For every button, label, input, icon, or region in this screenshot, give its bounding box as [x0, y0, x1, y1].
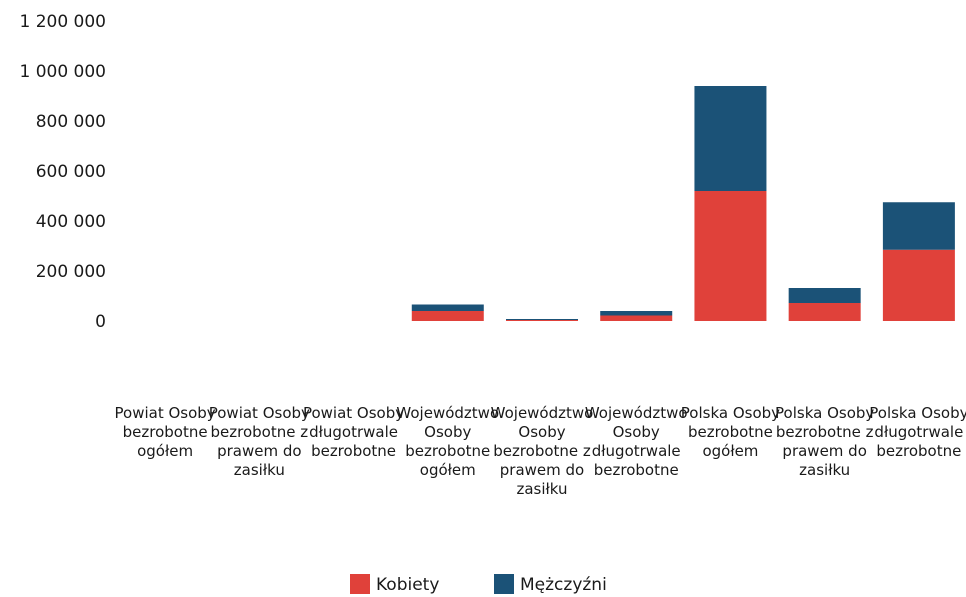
- bar-segment-kobiety: [411, 311, 484, 321]
- y-tick-label: 1 200 000: [19, 12, 106, 32]
- x-category-label: Powiat Osoby długotrwale bezrobotne: [303, 404, 404, 460]
- legend: Kobiety Mężczyźni: [350, 574, 607, 595]
- x-category-label: Powiat Osoby bezrobotne ogółem: [115, 404, 216, 460]
- plot-area: [411, 86, 955, 321]
- y-tick-label: 600 000: [36, 162, 106, 182]
- bar-segment-kobiety: [506, 320, 578, 321]
- x-category-label: Polska Osoby bezrobotne z prawem do zasiłku: [775, 404, 874, 479]
- x-category-label: Województwo Osoby bezrobotne ogółem: [396, 404, 499, 479]
- x-category-label: Polska Osoby bezrobotne ogółem: [681, 404, 780, 460]
- y-tick-label: 0: [95, 312, 106, 332]
- y-tick-label: 400 000: [36, 212, 106, 232]
- x-category-label: Powiat Osoby bezrobotne z prawem do zasiłku: [209, 404, 310, 479]
- y-tick-label: 1 000 000: [19, 62, 106, 82]
- bar-segment-mezczyzni: [600, 311, 673, 316]
- y-axis: 0 200 000 400 000 600 000 800 000 1 000 000 1 …: [19, 12, 106, 332]
- legend-label-mezczyzni: Mężczyźni: [520, 575, 607, 595]
- x-category-label: Polska Osoby długotrwale bezrobotne: [869, 404, 966, 460]
- bar-segment-kobiety: [882, 249, 955, 321]
- bar-segment-mezczyzni: [882, 202, 955, 250]
- bar-segment-mezczyzni: [411, 304, 484, 311]
- x-category-label: Województwo Osoby bezrobotne z prawem do zas…: [491, 404, 594, 498]
- y-tick-label: 800 000: [36, 112, 106, 132]
- legend-label-kobiety: Kobiety: [376, 575, 439, 595]
- bar-segment-kobiety: [600, 315, 673, 321]
- bar-segment-kobiety: [788, 303, 861, 321]
- bar-segment-mezczyzni: [788, 288, 861, 303]
- legend-swatch-kobiety: [350, 574, 370, 594]
- legend-swatch-mezczyzni: [494, 574, 514, 594]
- bar-segment-kobiety: [694, 191, 767, 321]
- x-category-label: Województwo Osoby długotrwale bezrobotne: [585, 404, 688, 479]
- bar-segment-mezczyzni: [506, 319, 578, 320]
- y-tick-label: 200 000: [36, 262, 106, 282]
- bar-segment-mezczyzni: [694, 86, 767, 191]
